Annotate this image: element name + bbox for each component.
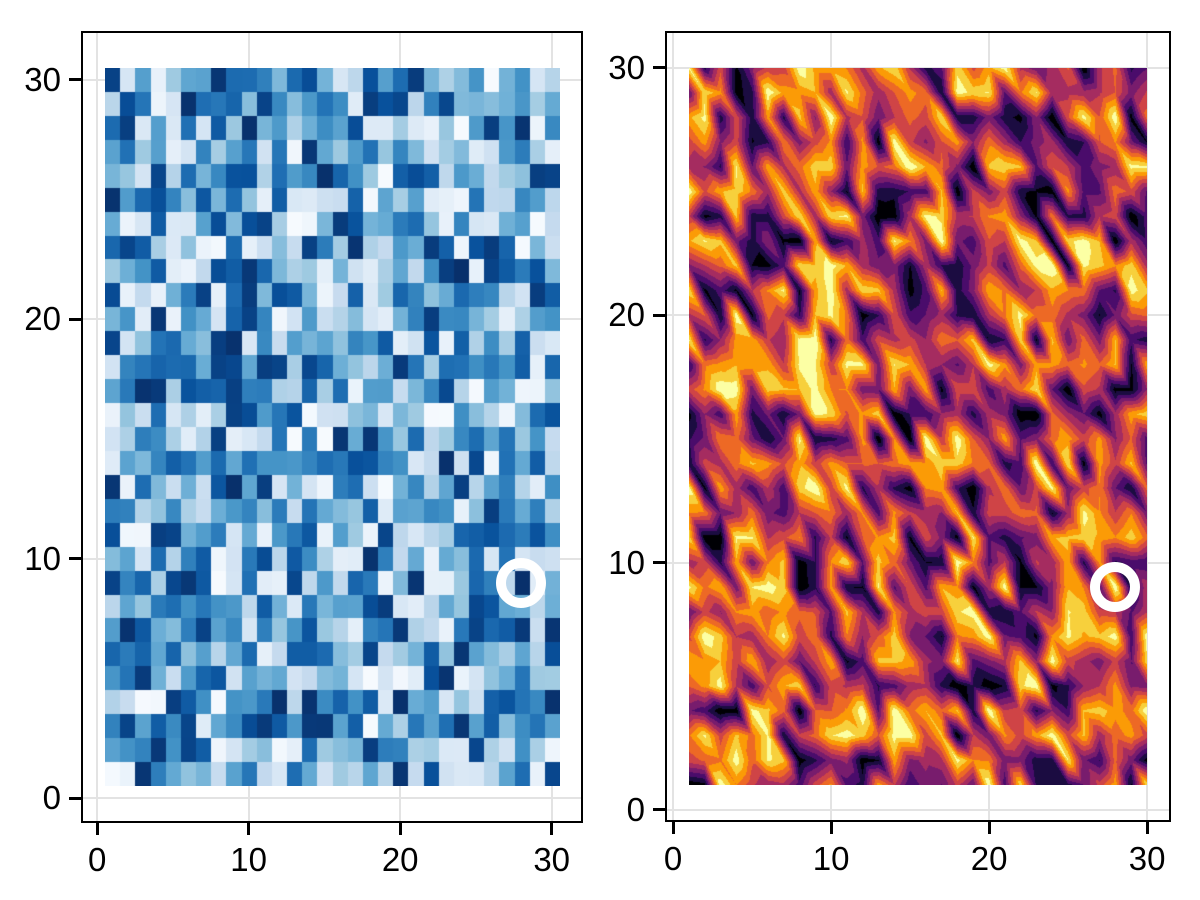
y-tick [653, 561, 665, 565]
x-tick-label: 20 [970, 840, 1008, 877]
y-tick-label: 0 [42, 779, 61, 817]
y-gridline [82, 78, 582, 81]
y-gridline [666, 808, 1170, 811]
y-tick-label: 20 [608, 296, 645, 334]
annotation-circle [496, 557, 547, 608]
y-tick-label: 30 [608, 48, 645, 86]
y-gridline [666, 561, 1170, 564]
y-tick [69, 796, 81, 800]
y-tick-label: 0 [626, 790, 645, 828]
x-tick-label: 0 [87, 841, 107, 878]
contour-canvas [688, 67, 1147, 785]
y-gridline [82, 318, 582, 321]
x-tick-label: 0 [663, 840, 683, 877]
y-tick-label: 10 [608, 543, 645, 581]
y-tick [69, 557, 81, 561]
x-tick-label: 10 [812, 840, 850, 877]
y-tick-label: 10 [24, 539, 61, 577]
y-gridline [82, 557, 582, 560]
annotation-circle [1090, 562, 1141, 613]
x-gridline [672, 32, 675, 821]
x-tick [398, 823, 402, 835]
y-gridline [666, 66, 1170, 69]
axes-spine [665, 31, 1171, 822]
x-gridline [247, 32, 250, 822]
heatmap-canvas [104, 67, 560, 786]
x-tick-label: 20 [381, 841, 419, 878]
y-gridline [82, 797, 582, 800]
y-tick-label: 20 [24, 300, 61, 338]
x-tick [95, 823, 99, 835]
x-gridline [830, 32, 833, 821]
y-tick [69, 317, 81, 321]
x-gridline [1146, 32, 1149, 821]
y-gridline [666, 314, 1170, 317]
x-gridline [96, 32, 99, 822]
x-tick [829, 822, 833, 834]
y-tick-label: 30 [24, 60, 61, 98]
y-tick [69, 78, 81, 82]
y-tick [653, 66, 665, 70]
x-tick [550, 823, 554, 835]
x-tick [247, 823, 251, 835]
y-tick [653, 313, 665, 317]
x-tick-label: 30 [1128, 840, 1166, 877]
x-tick-label: 30 [533, 841, 571, 878]
x-tick [1145, 822, 1149, 834]
x-tick-label: 10 [230, 841, 268, 878]
x-tick [987, 822, 991, 834]
y-tick [653, 808, 665, 812]
x-tick [671, 822, 675, 834]
x-gridline [550, 32, 553, 822]
x-gridline [399, 32, 402, 822]
axes-spine [81, 31, 583, 823]
x-gridline [988, 32, 991, 821]
